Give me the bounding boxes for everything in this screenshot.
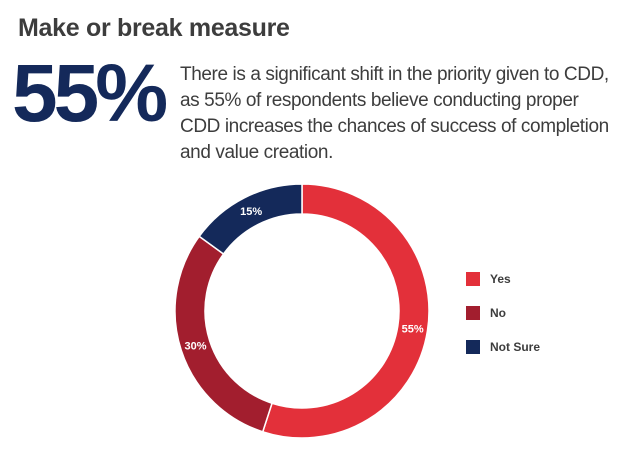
data-label-no: 30% xyxy=(184,341,206,353)
legend-label: Yes xyxy=(490,272,511,286)
legend-item-not-sure: Not Sure xyxy=(466,330,540,364)
legend-label: Not Sure xyxy=(490,340,541,354)
legend-swatch xyxy=(466,340,480,354)
legend-item-no: No xyxy=(466,296,540,330)
slice-no xyxy=(174,235,273,433)
legend-item-yes: Yes xyxy=(466,262,540,296)
slice-not-sure xyxy=(198,183,303,256)
legend-swatch xyxy=(466,272,480,286)
legend-label: No xyxy=(490,306,506,320)
slice-yes xyxy=(261,183,430,439)
data-label-yes: 55% xyxy=(402,324,424,336)
legend-swatch xyxy=(466,306,480,320)
chart-legend: Yes No Not Sure xyxy=(466,262,540,364)
description-text: There is a significant shift in the prio… xyxy=(180,64,609,163)
headline-stat: 55% xyxy=(12,48,168,139)
page-title: Make or break measure xyxy=(18,14,290,42)
data-label-not-sure: 15% xyxy=(240,206,262,218)
